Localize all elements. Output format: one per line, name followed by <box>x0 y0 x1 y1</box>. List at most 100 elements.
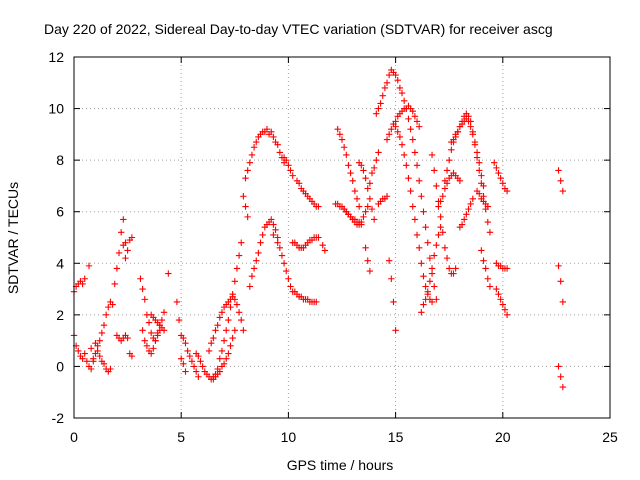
data-point <box>416 178 422 184</box>
x-tick-label: 5 <box>177 429 185 445</box>
series-arc-ar <box>491 160 510 195</box>
data-point <box>410 203 416 209</box>
data-point <box>347 170 353 176</box>
data-point <box>442 245 448 251</box>
data-point <box>487 229 493 235</box>
data-point <box>114 265 120 271</box>
series-arc-ac <box>367 149 382 186</box>
data-point <box>365 258 371 264</box>
data-point <box>555 363 561 369</box>
data-point <box>388 276 394 282</box>
data-point <box>427 278 433 284</box>
series-arc-q <box>242 126 287 181</box>
data-point <box>122 255 128 261</box>
data-point <box>367 196 373 202</box>
data-point <box>485 219 491 225</box>
series-arc-l <box>165 270 189 374</box>
series-arc-as <box>493 260 510 272</box>
data-point <box>206 348 212 354</box>
data-point <box>247 283 253 289</box>
series-arc-ab <box>362 245 373 275</box>
data-point <box>251 265 257 271</box>
data-point <box>401 152 407 158</box>
data-point <box>352 188 358 194</box>
data-point <box>182 368 188 374</box>
x-tick-label: 10 <box>281 429 297 445</box>
data-point <box>487 283 493 289</box>
series-arc-e <box>112 216 129 287</box>
data-point <box>247 160 253 166</box>
data-point <box>249 152 255 158</box>
data-point <box>431 283 437 289</box>
x-tick-label: 15 <box>388 429 404 445</box>
data-point <box>281 260 287 266</box>
data-point <box>478 247 484 253</box>
series-arc-ak <box>429 152 459 277</box>
series-arc-y <box>335 126 363 210</box>
data-point <box>407 188 413 194</box>
series-arc-ao <box>457 196 476 231</box>
data-point <box>444 255 450 261</box>
series-arc-al <box>435 170 463 210</box>
data-point <box>285 276 291 282</box>
data-point <box>433 242 439 248</box>
x-axis-label: GPS time / hours <box>287 457 394 473</box>
data-point <box>560 299 566 305</box>
data-point <box>137 276 143 282</box>
series-arc-au <box>555 167 566 194</box>
data-point <box>118 229 124 235</box>
data-point <box>375 149 381 155</box>
data-point <box>236 309 242 315</box>
data-point <box>238 239 244 245</box>
data-point <box>120 216 126 222</box>
data-point <box>390 299 396 305</box>
data-point <box>555 263 561 269</box>
data-point <box>240 193 246 199</box>
y-axis-label: SDTVAR / TECUs <box>5 182 21 294</box>
data-point <box>429 152 435 158</box>
series-arc-c <box>94 348 113 375</box>
grid-lines <box>74 57 610 418</box>
series-arc-i <box>137 276 167 344</box>
data-point <box>380 92 386 98</box>
data-point <box>560 188 566 194</box>
series-arc-aw <box>555 363 566 390</box>
x-tick-label: 0 <box>70 429 78 445</box>
y-tick-label: 8 <box>56 152 64 168</box>
data-point <box>255 250 261 256</box>
data-point <box>223 327 229 333</box>
y-tick-label: -2 <box>52 410 65 426</box>
data-point <box>165 270 171 276</box>
data-point <box>407 126 413 132</box>
data-point <box>174 299 180 305</box>
data-point <box>142 296 148 302</box>
data-point <box>392 327 398 333</box>
data-point <box>437 214 443 220</box>
data-point <box>350 178 356 184</box>
data-point <box>257 239 263 245</box>
series-arc-s <box>240 193 251 220</box>
series-arc-n <box>193 239 244 382</box>
series-arc-f <box>114 332 131 344</box>
data-point <box>410 136 416 142</box>
series-arc-h <box>127 350 136 359</box>
data-point <box>232 327 238 333</box>
series-arc-r <box>247 216 281 289</box>
sdtvar-chart: Day 220 of 2022, Sidereal Day-to-day VTE… <box>0 0 640 480</box>
data-point <box>354 196 360 202</box>
data-point <box>242 203 248 209</box>
data-point <box>244 167 250 173</box>
data-point <box>418 260 424 266</box>
plot-frame <box>74 57 610 418</box>
series-arc-a <box>71 276 88 295</box>
data-point <box>416 245 422 251</box>
data-point <box>405 116 411 122</box>
series-arc-ah <box>392 123 435 305</box>
data-point <box>259 232 265 238</box>
data-point <box>557 178 563 184</box>
y-tick-label: 4 <box>56 255 64 271</box>
data-point <box>99 330 105 336</box>
data-point <box>279 252 285 258</box>
data-point <box>345 162 351 168</box>
series-arc-aq <box>478 247 493 290</box>
